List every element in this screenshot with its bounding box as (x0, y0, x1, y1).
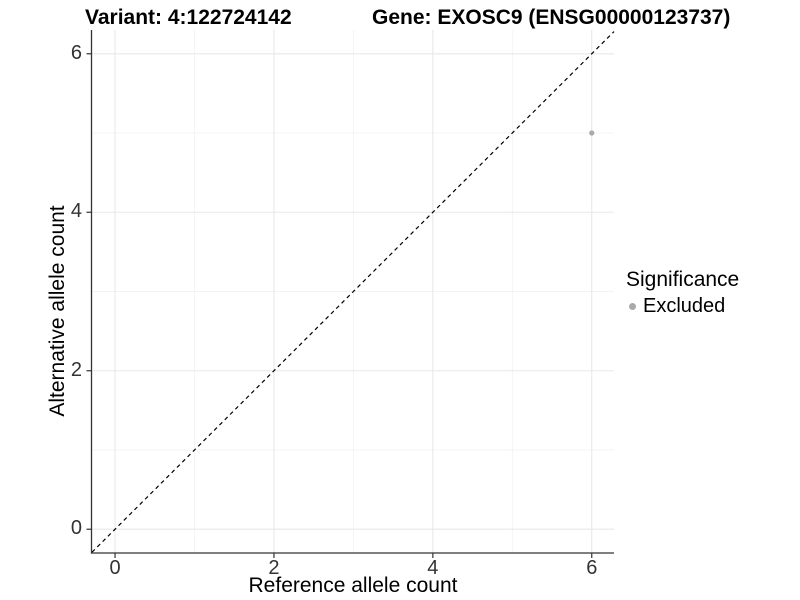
x-tick-label: 4 (427, 557, 439, 579)
y-tick-label: 4 (70, 200, 82, 223)
plot-title-variant: Variant: 4:122724142 (85, 6, 292, 29)
x-axis-title: Reference allele count (248, 574, 458, 597)
plot-title-gene: Gene: EXOSC9 (ENSG00000123737) (372, 6, 731, 29)
x-tick-label: 2 (268, 557, 280, 579)
y-tick-label: 2 (70, 358, 82, 381)
legend-title: Significance (626, 268, 740, 291)
legend-item-excluded: Excluded (626, 295, 739, 318)
x-tick-label: 0 (109, 557, 121, 579)
data-point (589, 130, 595, 136)
legend-item-label: Excluded (643, 295, 726, 317)
legend: Significance Excluded (626, 268, 739, 318)
y-axis-title: Alternative allele count (46, 205, 69, 417)
identity-line (91, 31, 615, 553)
plot-title: Variant: 4:122724142 Gene: EXOSC9 (ENSG0… (0, 0, 800, 29)
x-tick-label: 6 (586, 557, 598, 579)
legend-marker-circle-icon (629, 303, 636, 310)
y-tick-label: 0 (70, 517, 82, 540)
y-tick-label: 6 (70, 41, 82, 64)
